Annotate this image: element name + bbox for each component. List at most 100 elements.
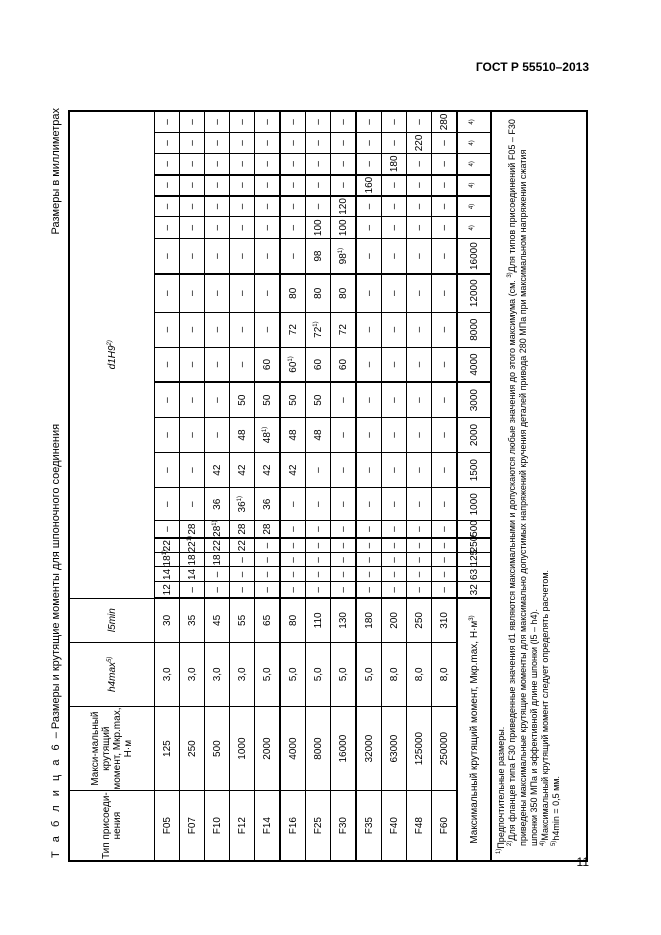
cell-value: F16 xyxy=(287,817,299,835)
cell-value: F25 xyxy=(312,817,324,835)
footnote-mark: 4) xyxy=(540,840,546,846)
cell-l5min: 200 xyxy=(381,598,407,643)
cell-d1: 180 xyxy=(381,153,407,175)
cell-value: – xyxy=(211,361,223,368)
cell-value: – xyxy=(388,526,400,532)
cell-d1: 48 xyxy=(229,417,255,453)
cell-value: – xyxy=(413,501,425,508)
cell-value: – xyxy=(388,290,400,297)
footnotes: 1)Предпочтительные размеры. 2)Для фланцев… xyxy=(491,111,587,861)
cell-value: – xyxy=(337,526,349,532)
table-caption: Т а б л и ц а 6 – Размеры и крутящие мом… xyxy=(50,424,62,858)
cell-d1: – xyxy=(381,452,407,488)
cell-value: – xyxy=(438,140,450,146)
cell-d1: 36 xyxy=(254,487,280,521)
cell-value: – xyxy=(161,182,173,188)
cell-mmax: 250 xyxy=(179,706,205,791)
cell-value: – xyxy=(161,290,173,297)
cell-value: – xyxy=(337,182,349,188)
cell-value: 60 xyxy=(312,358,324,371)
cell-d1: – xyxy=(431,174,457,196)
footnote-ref: 1) xyxy=(236,496,243,502)
cell-value: – xyxy=(211,571,223,578)
cell-value: – xyxy=(413,526,425,532)
cell-d1: – xyxy=(280,216,306,239)
cell-d1: – xyxy=(305,195,331,217)
cell-value: – xyxy=(388,397,400,403)
cell-d1: – xyxy=(305,566,331,582)
cell-d1: – xyxy=(254,273,280,313)
cell-value: – xyxy=(337,140,349,146)
cell-d1: – xyxy=(204,347,230,383)
cell-value: – xyxy=(363,432,375,438)
cell-value: – xyxy=(261,571,273,578)
cell-value: 3,0 xyxy=(161,667,173,682)
cell-value: – xyxy=(363,587,375,593)
cell-l5min: 80 xyxy=(280,598,306,643)
cell-d1: – xyxy=(154,153,180,175)
cell-value: 125 xyxy=(161,740,173,757)
cell-d1: – xyxy=(154,273,180,313)
cell-value: 28 xyxy=(261,523,273,535)
cell-l5min: 30 xyxy=(154,598,180,643)
cell-value: – xyxy=(186,326,198,333)
cell-value: 48 xyxy=(261,432,273,444)
cell-d1: – xyxy=(229,174,255,196)
cell-d1: – xyxy=(381,382,407,418)
cell-d1: – xyxy=(204,153,230,175)
cell-d1: – xyxy=(431,537,457,553)
cell-value: – xyxy=(236,326,248,333)
cell-value: – xyxy=(438,397,450,403)
cell-d1: – xyxy=(356,153,382,175)
cell-value: 250 xyxy=(413,612,425,629)
cell-value: 98 xyxy=(312,250,324,262)
cell-value: – xyxy=(413,290,425,297)
cell-value: F07 xyxy=(186,817,198,835)
cell-d1: – xyxy=(254,552,280,567)
footnote-ref: 1) xyxy=(337,247,344,254)
cell-value: – xyxy=(438,571,450,578)
cell-value: – xyxy=(388,253,400,259)
cell-d1: – xyxy=(406,452,432,488)
cell-value: – xyxy=(388,361,400,368)
cell-value: 22 xyxy=(161,540,173,552)
cell-d1: – xyxy=(305,111,331,133)
cell-value: 60 xyxy=(287,361,299,373)
cell-d1: – xyxy=(431,347,457,383)
cell-value: 180 xyxy=(363,612,375,629)
cell-value: F14 xyxy=(261,817,273,835)
torque-row-label: Максимальный крутящий момент, Mкр.max, Н… xyxy=(457,598,491,861)
cell-value: 5,0 xyxy=(261,667,273,682)
cell-value: – xyxy=(186,119,198,125)
cell-type: F10 xyxy=(204,790,230,861)
cell-value: 72 xyxy=(337,324,349,336)
cell-value: – xyxy=(161,326,173,333)
cell-d1: – xyxy=(381,312,407,348)
footnote: 4)Максимальный крутящий момент следует о… xyxy=(540,118,551,854)
table-row: F16 4000 5,0 80 – – – – – – 42 48 50 601) 72 80 – – – – – – – xyxy=(280,111,306,861)
cell-mmax: 125 xyxy=(154,706,180,791)
cell-value: – xyxy=(211,432,223,438)
cell-value: – xyxy=(363,467,375,473)
cell-value: – xyxy=(261,224,273,231)
cell-d1: – xyxy=(381,566,407,582)
cell-value: 2000 xyxy=(261,737,273,760)
cell-type: F35 xyxy=(356,790,382,861)
cell-value: F10 xyxy=(211,817,223,835)
cell-d1: – xyxy=(179,487,205,521)
cell-value: – xyxy=(287,119,299,125)
cell-d1: – xyxy=(356,537,382,553)
cell-torque: 4) xyxy=(457,153,491,175)
header-type: Тип присоеди-нения xyxy=(69,790,155,861)
cell-value: 110 xyxy=(312,612,324,629)
cell-value: – xyxy=(161,119,173,125)
cell-value: – xyxy=(337,161,349,167)
cell-d1: – xyxy=(204,238,230,274)
cell-d1: – xyxy=(179,195,205,217)
cell-value: 8000 xyxy=(468,318,480,341)
cell-d1: 72 xyxy=(280,312,306,348)
cell-value: 3,0 xyxy=(186,667,198,682)
cell-d1: 481) xyxy=(254,417,280,453)
cell-value: – xyxy=(363,397,375,403)
cell-value: 5,0 xyxy=(287,667,299,682)
